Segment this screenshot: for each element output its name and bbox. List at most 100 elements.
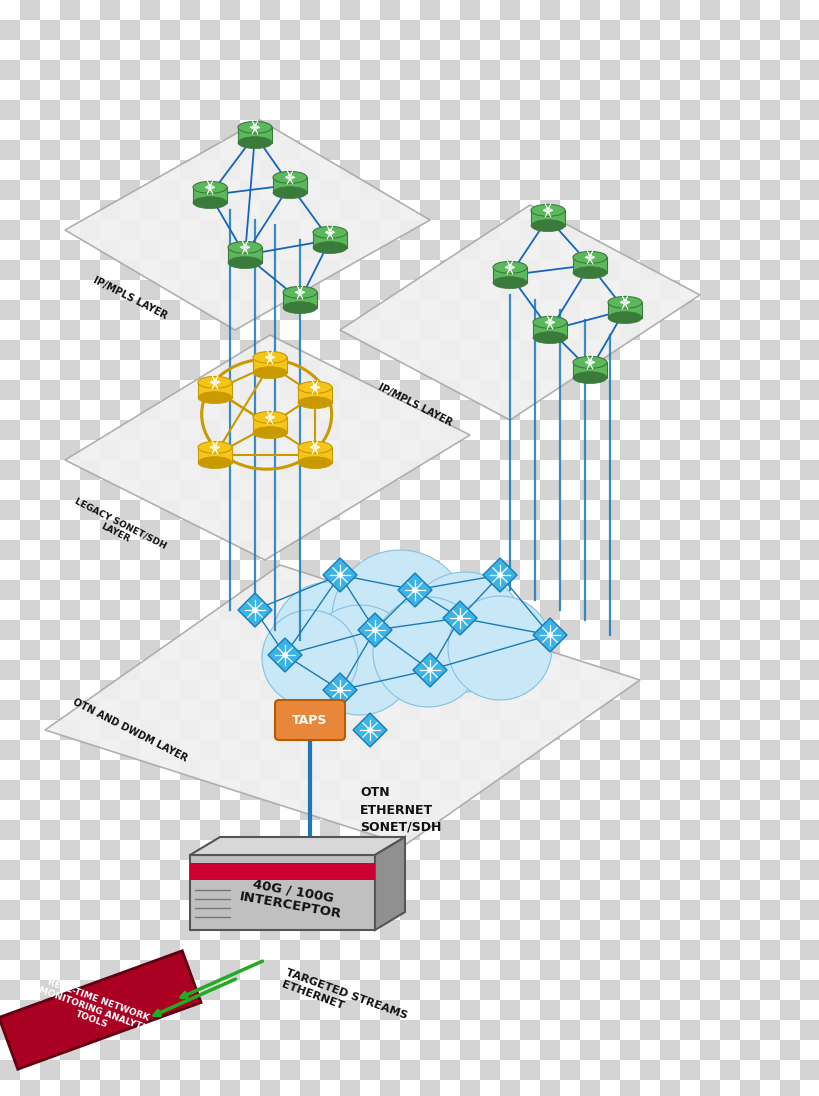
Bar: [219, 420, 240, 439]
Bar: [479, 720, 500, 740]
Bar: [300, 720, 319, 740]
Bar: [260, 600, 279, 620]
Bar: [400, 880, 419, 900]
Bar: [100, 1080, 120, 1096]
Bar: [240, 119, 260, 140]
Bar: [219, 300, 240, 320]
Bar: [419, 140, 440, 160]
Bar: [319, 199, 340, 220]
Polygon shape: [297, 447, 332, 463]
Bar: [639, 439, 659, 460]
Bar: [120, 400, 140, 420]
Ellipse shape: [313, 227, 346, 238]
Bar: [600, 800, 619, 820]
Bar: [799, 460, 819, 480]
Bar: [759, 140, 779, 160]
Bar: [300, 20, 319, 39]
Bar: [300, 199, 319, 220]
Bar: [279, 420, 300, 439]
Bar: [400, 160, 419, 180]
Bar: [379, 940, 400, 960]
Bar: [759, 320, 779, 340]
Bar: [160, 180, 180, 199]
Bar: [20, 140, 40, 160]
Bar: [240, 660, 260, 680]
Bar: [440, 1020, 459, 1040]
Bar: [40, 640, 60, 660]
Bar: [579, 1020, 600, 1040]
Bar: [200, 600, 219, 620]
Bar: [500, 460, 519, 480]
Bar: [519, 300, 540, 320]
Bar: [300, 480, 319, 500]
Bar: [559, 220, 579, 240]
Bar: [60, 39, 80, 60]
Bar: [80, 900, 100, 920]
Bar: [799, 199, 819, 220]
Bar: [500, 1060, 519, 1080]
Bar: [240, 620, 260, 640]
Bar: [540, 1060, 559, 1080]
Bar: [739, 520, 759, 540]
Bar: [759, 900, 779, 920]
Bar: [479, 359, 500, 380]
Bar: [699, 880, 719, 900]
Bar: [679, 100, 699, 119]
Bar: [219, 820, 240, 840]
Bar: [799, 660, 819, 680]
Bar: [20, 340, 40, 359]
Bar: [80, 880, 100, 900]
Bar: [659, 340, 679, 359]
Bar: [120, 199, 140, 220]
Bar: [799, 520, 819, 540]
Bar: [619, 359, 639, 380]
Bar: [219, 1000, 240, 1020]
Bar: [60, 260, 80, 279]
Bar: [739, 220, 759, 240]
Bar: [639, 840, 659, 860]
Bar: [579, 100, 600, 119]
Bar: [440, 960, 459, 980]
Bar: [559, 960, 579, 980]
Bar: [619, 320, 639, 340]
Bar: [540, 680, 559, 700]
Bar: [180, 540, 200, 560]
Bar: [519, 20, 540, 39]
Bar: [100, 39, 120, 60]
Bar: [400, 39, 419, 60]
Bar: [360, 60, 379, 80]
Bar: [20, 359, 40, 380]
Bar: [419, 199, 440, 220]
Ellipse shape: [531, 204, 564, 216]
Bar: [200, 119, 219, 140]
Bar: [639, 1080, 659, 1096]
Bar: [120, 800, 140, 820]
Bar: [120, 180, 140, 199]
Bar: [559, 640, 579, 660]
Bar: [279, 760, 300, 780]
Bar: [120, 840, 140, 860]
Bar: [699, 420, 719, 439]
Bar: [600, 660, 619, 680]
Bar: [799, 359, 819, 380]
Bar: [619, 520, 639, 540]
Bar: [40, 540, 60, 560]
Bar: [459, 540, 479, 560]
Bar: [519, 780, 540, 800]
Bar: [479, 39, 500, 60]
Bar: [759, 100, 779, 119]
Bar: [40, 820, 60, 840]
Bar: [0, 340, 20, 359]
Bar: [340, 820, 360, 840]
Bar: [80, 840, 100, 860]
Bar: [500, 580, 519, 600]
Bar: [540, 480, 559, 500]
Bar: [479, 1080, 500, 1096]
Bar: [619, 220, 639, 240]
Bar: [619, 100, 639, 119]
Bar: [240, 220, 260, 240]
Bar: [300, 680, 319, 700]
Bar: [719, 620, 739, 640]
Bar: [659, 359, 679, 380]
Bar: [559, 1080, 579, 1096]
